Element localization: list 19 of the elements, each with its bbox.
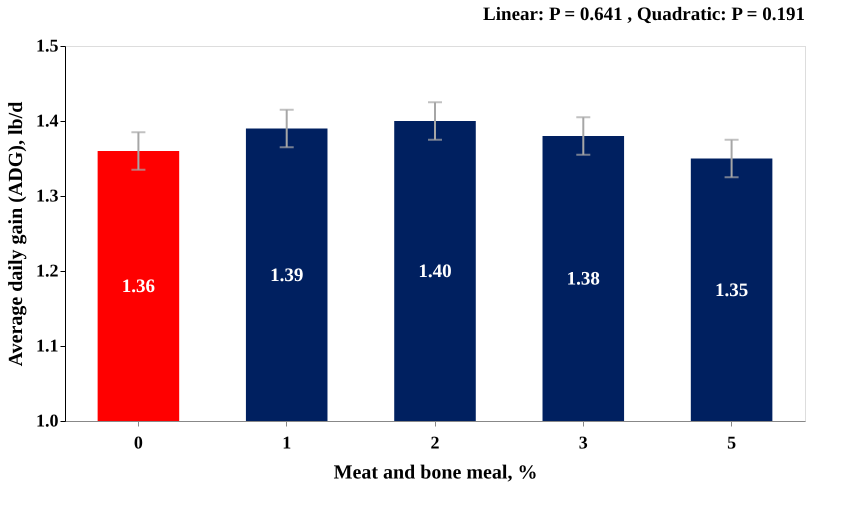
x-tick-label: 1 bbox=[282, 432, 292, 452]
x-tick-label: 3 bbox=[578, 432, 588, 452]
data-label: 1.36 bbox=[122, 276, 156, 297]
data-label: 1.40 bbox=[418, 261, 452, 282]
x-tick-label: 5 bbox=[727, 432, 736, 452]
x-axis-title: Meat and bone meal, % bbox=[334, 462, 538, 484]
y-tick-label: 1.3 bbox=[36, 186, 58, 206]
y-tick-label: 1.4 bbox=[36, 110, 58, 130]
x-tick-label: 0 bbox=[134, 432, 143, 452]
data-label: 1.38 bbox=[566, 268, 600, 290]
y-tick-label: 1.0 bbox=[36, 410, 58, 430]
y-axis-title: Average daily gain (ADG), lb/d bbox=[5, 102, 27, 366]
y-tick-label: 1.1 bbox=[36, 336, 58, 356]
text: Linear: P = 0.641 , Quadratic: P = 0.191 bbox=[483, 4, 805, 25]
y-tick-label: 1.2 bbox=[36, 260, 58, 280]
data-label: 1.35 bbox=[714, 280, 748, 301]
data-label: 1.39 bbox=[270, 264, 304, 286]
y-tick-label: 1.5 bbox=[36, 36, 58, 56]
x-tick-label: 2 bbox=[430, 432, 440, 452]
